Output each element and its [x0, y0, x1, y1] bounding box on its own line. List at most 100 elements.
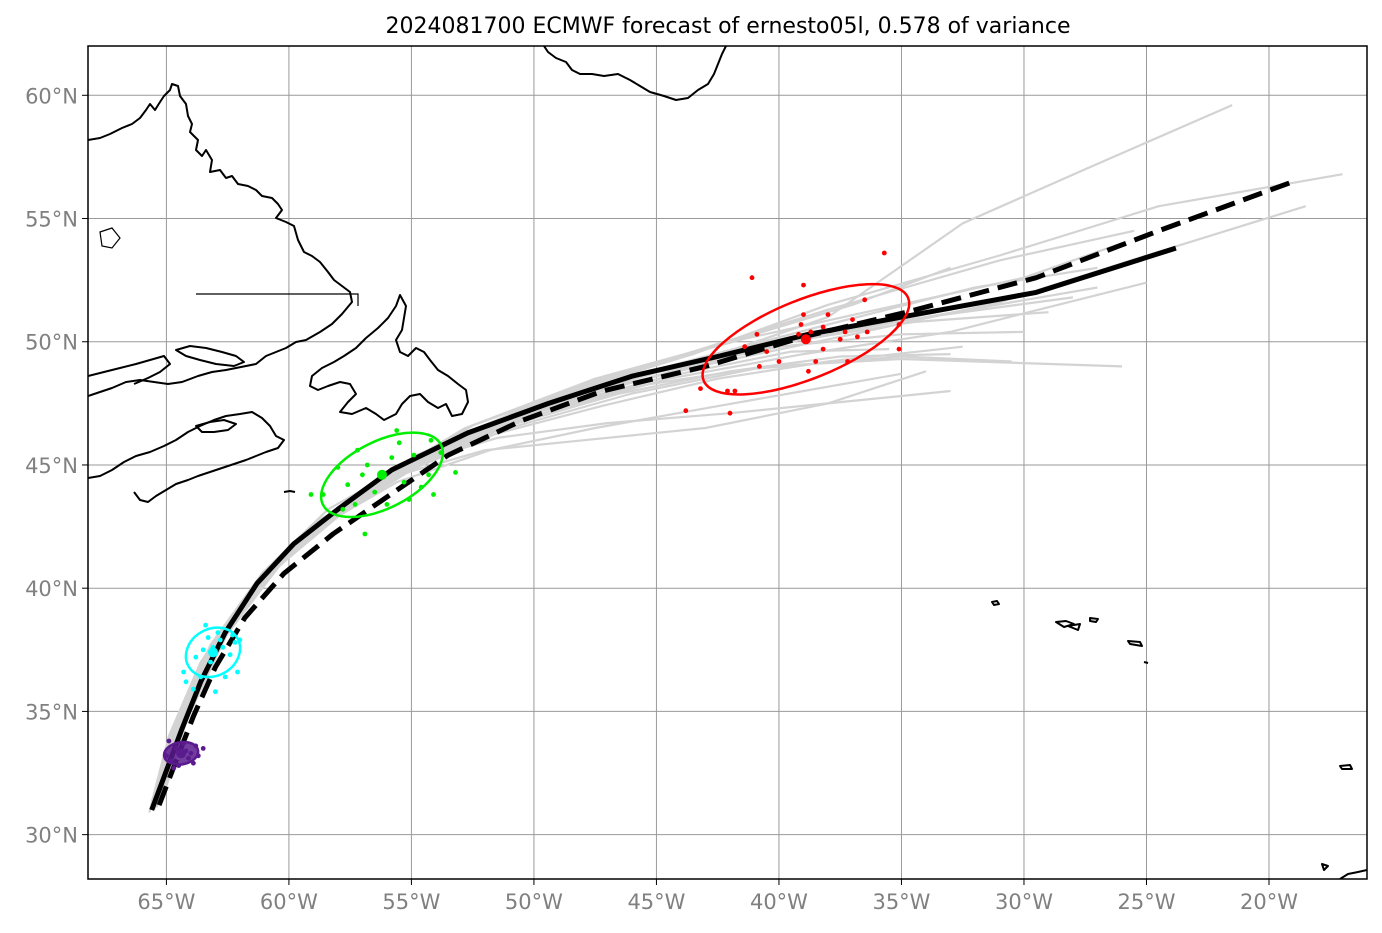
cluster-point	[213, 689, 218, 695]
x-tick-label: 60°W	[260, 890, 318, 914]
cluster-point	[742, 344, 748, 350]
main-tracks	[149, 179, 1295, 811]
cluster-point	[727, 410, 733, 416]
coastline-madeira	[1339, 764, 1353, 770]
cluster-point	[453, 470, 458, 475]
cluster-point	[227, 652, 233, 658]
cluster-point	[683, 408, 689, 414]
cluster-point	[205, 635, 211, 640]
cluster-point	[796, 331, 801, 337]
member-track-7	[153, 389, 951, 803]
cluster-point	[203, 622, 209, 628]
cluster-point	[842, 329, 848, 335]
cluster-ellipse	[319, 431, 445, 519]
coastline-azores-6	[1143, 661, 1149, 664]
cluster-point	[862, 297, 868, 303]
x-tick-label: 25°W	[1117, 890, 1175, 914]
cluster-point	[171, 765, 177, 771]
coastline-azores-3	[1067, 623, 1081, 631]
cluster-point	[217, 637, 223, 643]
cluster-point	[808, 329, 814, 335]
cluster-point	[776, 359, 782, 364]
cluster-point	[801, 282, 806, 288]
y-tick-label: 30°N	[25, 824, 78, 848]
coastline-pei	[195, 419, 237, 433]
coastline-azores-4	[1089, 617, 1099, 623]
cluster-point	[364, 462, 370, 468]
x-tick-label: 35°W	[872, 890, 930, 914]
cluster-point	[166, 738, 172, 744]
ensemble-member-tracks	[148, 104, 1343, 813]
coastline-africa	[1339, 869, 1367, 879]
cluster-2	[308, 428, 458, 537]
x-tick-label: 40°W	[750, 890, 808, 914]
member-track-5	[148, 355, 1012, 813]
cluster-point	[208, 659, 213, 665]
cluster-point	[881, 250, 887, 256]
plot-frame	[87, 45, 1368, 880]
cluster-point	[200, 647, 206, 653]
x-tick-label: 45°W	[627, 890, 685, 914]
member-track-13	[150, 372, 902, 803]
cluster-point	[431, 492, 436, 497]
cluster-ellipse	[701, 282, 911, 396]
member-track-4	[160, 266, 951, 799]
cluster-point	[801, 312, 806, 317]
cluster-point	[896, 346, 902, 352]
coastline-nova-scotia	[88, 411, 285, 503]
member-track-14	[160, 242, 1123, 803]
x-tick-label: 55°W	[382, 890, 440, 914]
cluster-point	[825, 312, 831, 317]
cluster-1	[181, 622, 243, 695]
axis-ticks: 65°W 60°W 55°W 50°W 45°W 40°W 35°W 30°W 25°W 20°W…	[25, 84, 1298, 914]
cluster-center	[208, 647, 218, 658]
cluster-point	[352, 502, 358, 507]
cluster-point	[798, 322, 804, 327]
coastline-gaspe	[88, 355, 171, 385]
graticule	[88, 46, 1367, 879]
coastline-anticosti	[175, 345, 245, 367]
cluster-point	[384, 502, 390, 507]
member-track-11	[153, 357, 1123, 811]
coastline-greenland	[543, 46, 727, 101]
coastlines	[88, 46, 1367, 879]
cluster-point	[191, 686, 196, 692]
cluster-point	[401, 479, 407, 485]
y-tick-label: 45°N	[25, 454, 78, 478]
cluster-ellipse	[184, 626, 242, 679]
coastline-canaries	[1321, 863, 1329, 871]
coastline-lake	[99, 227, 121, 249]
coastline-azores-1	[991, 600, 1000, 606]
cluster-point	[340, 506, 346, 512]
x-tick-label: 20°W	[1240, 890, 1298, 914]
cluster-point	[215, 630, 221, 635]
cluster-point	[220, 644, 226, 650]
cluster-point	[394, 428, 400, 433]
cluster-point	[806, 368, 811, 374]
cluster-point	[725, 388, 730, 394]
cluster-point	[855, 334, 860, 340]
cluster-point	[372, 489, 378, 495]
cluster-point	[757, 364, 762, 369]
cluster-point	[820, 346, 826, 352]
ensemble-clusters	[162, 250, 911, 771]
x-tick-label: 50°W	[505, 890, 563, 914]
cluster-point	[837, 336, 843, 342]
x-tick-label: 65°W	[137, 890, 195, 914]
cluster-point	[813, 359, 819, 364]
cluster-center	[377, 469, 387, 480]
cluster-point	[864, 329, 870, 335]
deterministic-track	[156, 179, 1295, 806]
chart-title: 2024081700 ECMWF forecast of ernesto05l,…	[386, 14, 1071, 39]
cluster-point	[308, 492, 314, 497]
member-track-0	[158, 104, 1233, 801]
y-tick-label: 55°N	[25, 208, 78, 232]
cluster-point	[345, 482, 351, 488]
y-tick-label: 60°N	[25, 84, 78, 108]
cluster-point	[820, 324, 826, 330]
cluster-point	[235, 669, 240, 675]
cluster-point	[850, 317, 855, 322]
cluster-0	[162, 738, 206, 771]
